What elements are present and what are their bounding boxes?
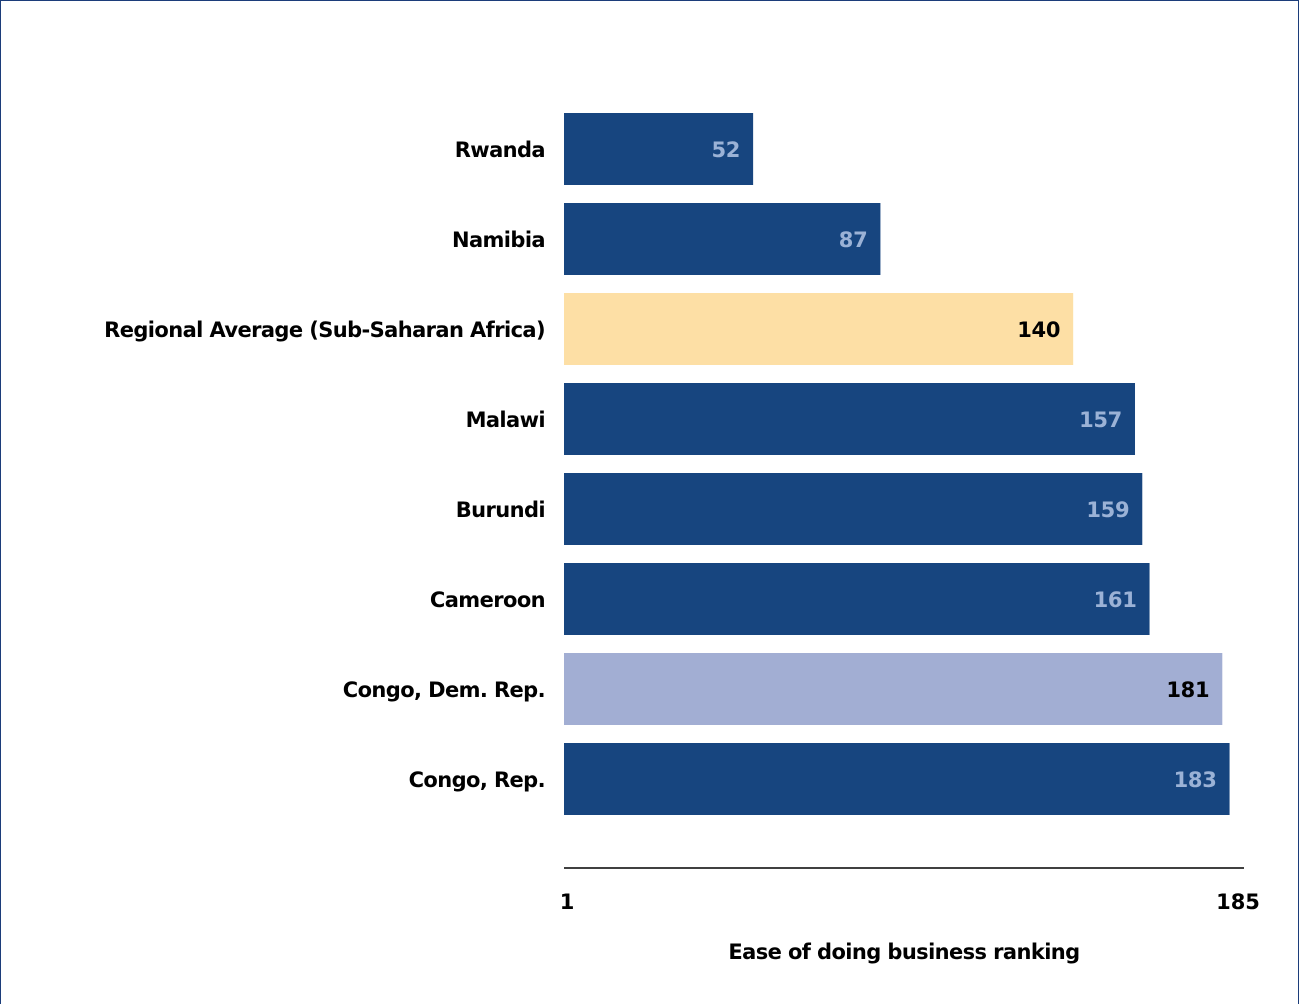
x-tick-label-max: 185 (1216, 890, 1260, 914)
value-label-burundi: 159 (1086, 498, 1129, 522)
bar-congo-dem-rep (564, 653, 1223, 725)
x-axis-title: Ease of doing business ranking (728, 940, 1079, 964)
bar-rwanda (564, 113, 754, 185)
bar-regional-average-sub-saharan-africa (564, 293, 1074, 365)
value-label-malawi: 157 (1079, 408, 1122, 432)
category-label-congo-rep: Congo, Rep. (409, 768, 545, 792)
category-label-rwanda: Rwanda (455, 138, 545, 162)
bar-congo-rep (564, 743, 1230, 815)
x-tick-label-min: 1 (560, 890, 575, 914)
value-label-congo-dem-rep: 181 (1166, 678, 1209, 702)
category-label-burundi: Burundi (456, 498, 545, 522)
value-label-congo-rep: 183 (1174, 768, 1217, 792)
value-label-rwanda: 52 (711, 138, 740, 162)
value-label-cameroon: 161 (1094, 588, 1137, 612)
bar-cameroon (564, 563, 1150, 635)
category-label-congo-dem-rep: Congo, Dem. Rep. (343, 678, 545, 702)
bar-namibia (564, 203, 881, 275)
value-labels: 52 87 140 157 159 161 181 183 (711, 138, 1216, 792)
value-label-regional-average-sub-saharan-africa: 140 (1017, 318, 1060, 342)
category-label-malawi: Malawi (466, 408, 545, 432)
category-label-cameroon: Cameroon (430, 588, 545, 612)
category-labels: Rwanda Namibia Regional Average (Sub-Sahar… (104, 138, 545, 792)
bar-burundi (564, 473, 1143, 545)
bars-group (564, 113, 1230, 815)
category-label-namibia: Namibia (452, 228, 545, 252)
value-label-namibia: 87 (839, 228, 868, 252)
category-label-regional-average-sub-saharan-africa: Regional Average (Sub-Saharan Africa) (104, 318, 545, 342)
bar-malawi (564, 383, 1136, 455)
